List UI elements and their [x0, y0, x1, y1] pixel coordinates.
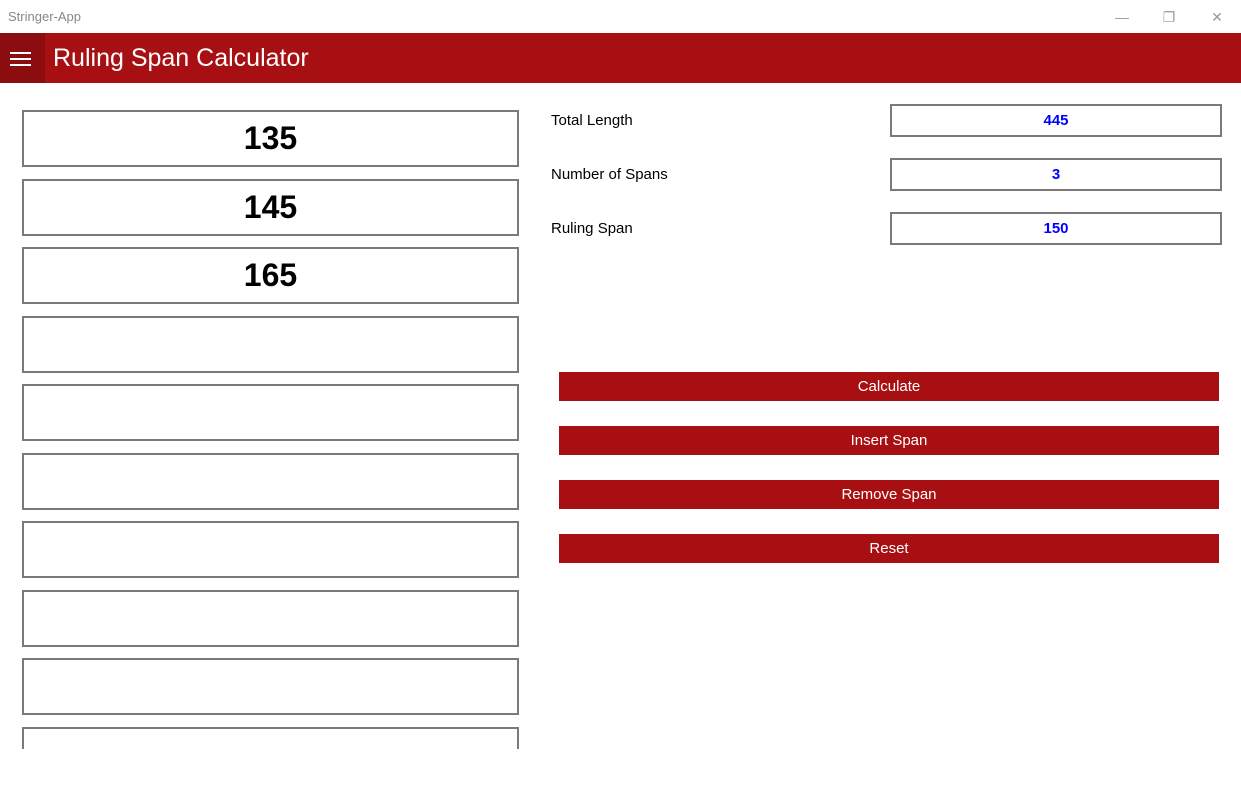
hamburger-icon[interactable] [0, 33, 45, 83]
span-input-5[interactable] [22, 384, 519, 441]
calculate-button[interactable]: Calculate [559, 372, 1219, 401]
number-of-spans-label: Number of Spans [551, 166, 668, 183]
minimize-icon[interactable]: — [1115, 9, 1129, 25]
span-input-4[interactable] [22, 316, 519, 373]
span-input-3[interactable]: 165 [22, 247, 519, 304]
number-of-spans-value: 3 [890, 158, 1222, 191]
span-input-1[interactable]: 135 [22, 110, 519, 167]
app-header: Ruling Span Calculator [0, 33, 1241, 83]
total-length-value: 445 [890, 104, 1222, 137]
span-input-10[interactable] [22, 727, 519, 749]
span-input-8[interactable] [22, 590, 519, 647]
page-title: Ruling Span Calculator [53, 44, 309, 72]
span-input-2[interactable]: 145 [22, 179, 519, 236]
reset-button[interactable]: Reset [559, 534, 1219, 563]
span-input-9[interactable] [22, 658, 519, 715]
title-bar: Stringer-App — ❐ ✕ [0, 0, 1241, 33]
total-length-label: Total Length [551, 112, 633, 129]
ruling-span-value: 150 [890, 212, 1222, 245]
span-input-6[interactable] [22, 453, 519, 510]
insert-span-button[interactable]: Insert Span [559, 426, 1219, 455]
span-input-7[interactable] [22, 521, 519, 578]
close-icon[interactable]: ✕ [1211, 9, 1223, 25]
span-list[interactable]: 135 145 165 [22, 110, 519, 749]
restore-icon[interactable]: ❐ [1162, 9, 1176, 25]
app-name: Stringer-App [8, 9, 81, 24]
ruling-span-label: Ruling Span [551, 220, 633, 237]
remove-span-button[interactable]: Remove Span [559, 480, 1219, 509]
